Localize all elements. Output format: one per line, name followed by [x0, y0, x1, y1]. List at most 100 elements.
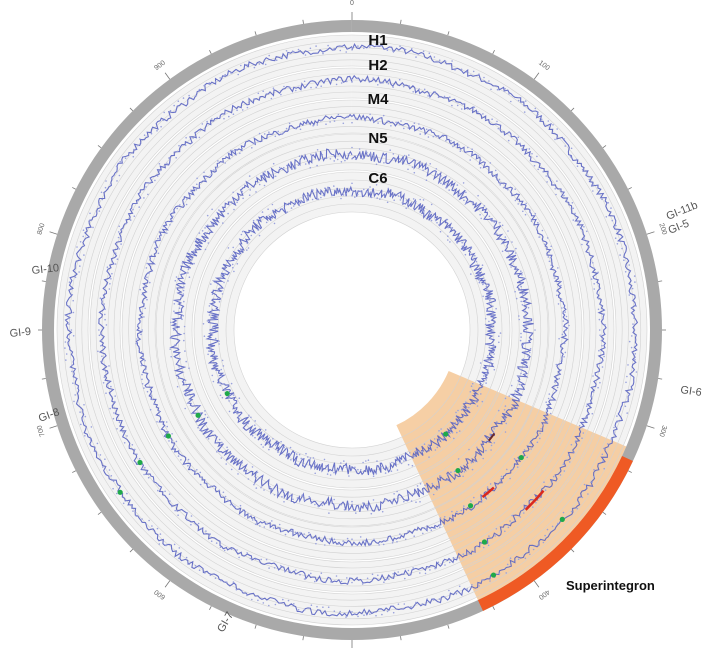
trace-point — [518, 315, 520, 317]
trace-point — [311, 537, 314, 539]
trace-point — [263, 184, 266, 187]
trace-point — [603, 467, 605, 470]
trace-point — [362, 502, 364, 504]
trace-point — [100, 345, 102, 347]
trace-point — [519, 339, 522, 342]
trace-point — [191, 412, 194, 415]
trace-point — [558, 377, 560, 380]
trace-point — [477, 111, 479, 113]
trace-point — [395, 456, 398, 459]
trace-point — [68, 317, 70, 319]
trace-point — [366, 151, 368, 154]
trace-point — [238, 556, 240, 559]
trace-point — [192, 250, 195, 253]
trace-point — [621, 247, 623, 250]
trace-point — [479, 167, 482, 169]
trace-point — [549, 412, 552, 415]
trace-point — [493, 428, 495, 430]
trace-point — [264, 63, 267, 66]
trace-point — [152, 479, 155, 482]
trace-point — [477, 194, 479, 197]
trace-point — [462, 553, 465, 555]
trace-point — [442, 439, 445, 442]
trace-point — [251, 147, 253, 149]
trace-point — [166, 425, 168, 428]
trace-point — [345, 616, 347, 618]
trace-point — [451, 431, 454, 434]
trace-point — [336, 191, 339, 193]
trace-point — [590, 396, 593, 398]
trace-point — [71, 293, 74, 296]
trace-point — [172, 215, 174, 218]
trace-point — [294, 201, 297, 204]
trace-point — [297, 48, 300, 51]
red-mark — [488, 432, 496, 442]
trace-point — [112, 417, 115, 420]
trace-point — [403, 500, 405, 503]
trace-point — [446, 218, 449, 221]
trace-point — [578, 424, 581, 427]
trace-point — [231, 263, 234, 266]
trace-point — [171, 433, 173, 435]
trace-point — [346, 537, 349, 540]
trace-point — [521, 274, 523, 276]
trace-point — [333, 471, 335, 474]
trace-point — [470, 461, 473, 464]
trace-point — [272, 162, 275, 165]
trace-point — [229, 503, 232, 506]
trace-point — [411, 166, 414, 168]
trace-point — [118, 225, 120, 228]
trace-point — [439, 526, 441, 528]
trace-point — [321, 504, 324, 507]
trace-point — [202, 323, 205, 325]
trace-point — [238, 418, 241, 421]
trace-point — [299, 531, 301, 534]
trace-point — [303, 609, 306, 611]
trace-point — [572, 219, 575, 221]
trace-point — [110, 278, 112, 280]
trace-point — [275, 443, 278, 445]
trace-point — [196, 183, 198, 186]
green-marker — [165, 433, 172, 439]
trace-point — [578, 222, 580, 225]
trace-point — [173, 104, 175, 107]
trace-point — [520, 336, 522, 338]
trace-point — [149, 258, 151, 261]
trace-point — [262, 437, 264, 439]
trace-point — [158, 543, 161, 545]
trace-point — [331, 194, 333, 197]
trace-point — [540, 428, 542, 430]
scale-tick — [602, 145, 607, 149]
trace-point — [496, 88, 499, 91]
trace-point — [389, 149, 392, 151]
trace-point — [118, 248, 120, 250]
tick-label: 0 — [350, 0, 354, 7]
trace-point — [592, 391, 594, 393]
trace-point — [302, 197, 304, 199]
trace-point — [208, 305, 211, 307]
trace-point — [274, 603, 277, 606]
trace-point — [230, 548, 233, 551]
trace-point — [223, 389, 226, 391]
trace-point — [553, 272, 555, 275]
trace-point — [232, 394, 235, 396]
trace-point — [468, 406, 470, 409]
trace-point — [535, 501, 537, 504]
trace-point — [330, 80, 333, 83]
trace-point — [488, 80, 490, 82]
trace-point — [493, 350, 495, 352]
trace-point — [213, 169, 215, 171]
trace-point — [530, 448, 532, 450]
trace-point — [400, 120, 402, 122]
trace-point — [524, 325, 526, 328]
trace-point — [84, 435, 86, 437]
trace-point — [564, 145, 566, 147]
trace-point — [65, 359, 67, 361]
tick-label: 700 — [36, 424, 46, 437]
trace-point — [375, 184, 378, 186]
trace-point — [560, 298, 563, 300]
trace-point — [241, 190, 243, 193]
trace-point — [351, 467, 353, 470]
trace-point — [215, 486, 217, 489]
